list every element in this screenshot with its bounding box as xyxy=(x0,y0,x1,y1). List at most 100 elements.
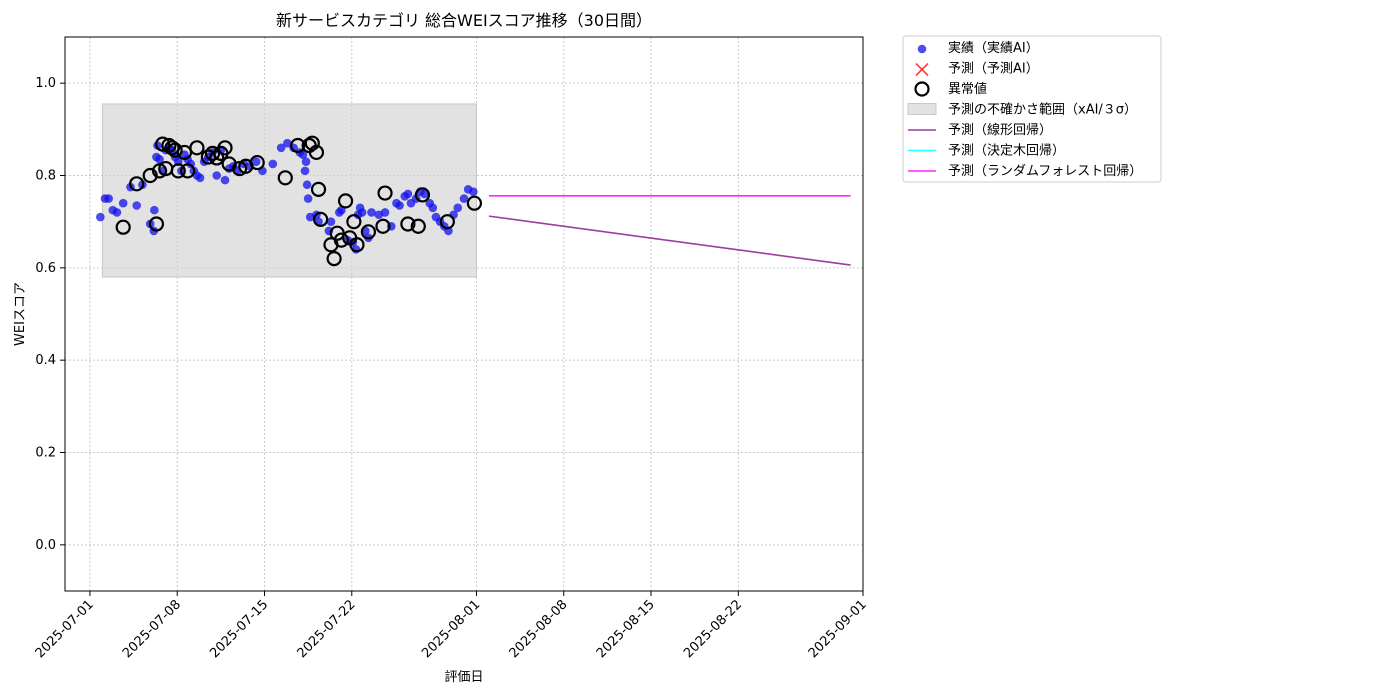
y-axis-ticks: 0.0 0.2 0.4 0.6 0.8 1.0 xyxy=(35,76,65,553)
anomaly-ring xyxy=(148,216,165,232)
actual-point xyxy=(251,157,261,166)
y-tick-label: 0.0 xyxy=(35,538,56,553)
legend-x-marker xyxy=(915,62,929,77)
actual-point xyxy=(155,155,164,164)
anomaly-ring xyxy=(209,150,225,166)
legend-label: 異常値 xyxy=(948,81,987,97)
legend-label: 予測の不確かさ範囲（xAI/３σ） xyxy=(948,102,1137,118)
x-tick-label: 2025-08-22 xyxy=(681,597,745,661)
y-tick-label: 0.6 xyxy=(35,261,56,276)
actual-point xyxy=(298,150,308,160)
x-tick-label: 2025-08-15 xyxy=(594,597,658,661)
legend-label: 予測（決定木回帰） xyxy=(948,143,1065,159)
actual-point xyxy=(301,157,311,166)
y-tick-label: 0.4 xyxy=(35,353,56,368)
anomaly-ring xyxy=(346,214,362,230)
x-tick-label: 2025-07-01 xyxy=(33,597,97,661)
actual-point xyxy=(283,138,292,148)
actual-point xyxy=(380,208,390,217)
anomaly-ring xyxy=(170,163,186,179)
anomaly-ring xyxy=(310,181,327,197)
chart-title: 新サービスカテゴリ 総合WEIスコア推移（30日間） xyxy=(276,11,652,30)
x-tick-label: 2025-07-22 xyxy=(295,597,359,661)
anomaly-ring xyxy=(360,224,377,240)
anomaly-ring xyxy=(217,140,233,156)
actual-point xyxy=(428,203,438,213)
data-layer xyxy=(96,135,851,267)
legend-band-marker xyxy=(907,103,937,115)
legend-frame xyxy=(902,35,1162,183)
anomaly-ring xyxy=(304,135,320,151)
anomaly-ring xyxy=(349,237,365,253)
actual-point xyxy=(469,187,478,196)
anomaly-ring xyxy=(204,145,221,161)
actual-point xyxy=(112,208,122,217)
y-axis-title: WEIスコア xyxy=(13,282,28,346)
x-tick-label: 2025-07-08 xyxy=(120,597,184,661)
actual-point xyxy=(326,217,336,226)
anomaly-ring xyxy=(333,232,349,248)
plot-frame xyxy=(64,36,864,592)
actual-point xyxy=(302,180,312,190)
anomaly-ring xyxy=(115,219,131,235)
anomaly-ring xyxy=(129,176,145,192)
actual-point xyxy=(118,198,128,208)
legend-dot-marker xyxy=(917,44,927,54)
anomaly-ring xyxy=(155,136,171,152)
legend-label: 予測（予測AI） xyxy=(948,62,1039,77)
actual-point xyxy=(150,205,159,215)
anomaly-ring xyxy=(375,218,391,234)
actual-point xyxy=(459,194,469,203)
actual-point xyxy=(367,208,376,217)
anomaly-ring xyxy=(410,218,426,234)
y-tick-label: 0.2 xyxy=(35,446,56,461)
actual-point xyxy=(195,173,205,183)
anomaly-ring xyxy=(439,214,455,230)
actual-point xyxy=(395,201,404,210)
x-tick-label: 2025-09-01 xyxy=(806,597,870,661)
actual-point xyxy=(300,166,310,176)
actual-point xyxy=(420,189,429,199)
actual-point xyxy=(268,159,278,169)
actual-point xyxy=(132,201,141,210)
anomaly-ring xyxy=(308,144,325,161)
actual-point xyxy=(104,194,113,203)
uncertainty-band xyxy=(101,103,477,278)
actual-point xyxy=(276,143,286,153)
anomaly-ring xyxy=(277,170,293,186)
anomaly-ring xyxy=(249,154,265,171)
legend-label: 予測（ランダムフォレスト回帰） xyxy=(948,163,1142,179)
anomaly-ring xyxy=(414,187,431,203)
legend-label: 実績（実績AI） xyxy=(948,40,1039,56)
actual-point xyxy=(212,171,222,180)
actual-point xyxy=(303,194,313,203)
anomaly-ring xyxy=(290,137,306,154)
anomaly-ring xyxy=(400,216,416,232)
anomaly-ring xyxy=(313,211,329,227)
linear-regression-line xyxy=(488,215,851,266)
x-tick-label: 2025-08-08 xyxy=(507,597,571,661)
y-tick-label: 1.0 xyxy=(35,76,56,91)
y-tick-label: 0.8 xyxy=(35,169,56,184)
anomaly-ring xyxy=(377,185,393,201)
anomaly-ring xyxy=(180,163,196,179)
legend-label: 予測（線形回帰） xyxy=(948,122,1052,138)
x-tick-label: 2025-08-01 xyxy=(419,597,483,661)
anomaly-ring xyxy=(326,251,342,267)
actual-point xyxy=(403,189,413,199)
anomaly-ring xyxy=(167,142,183,158)
x-tick-label: 2025-07-15 xyxy=(207,597,271,661)
actual-point xyxy=(220,175,230,185)
x-axis-ticks: 2025-07-01 2025-07-08 2025-07-15 2025-07-22… xyxy=(33,591,870,661)
actual-point xyxy=(453,203,463,213)
x-axis-title: 評価日 xyxy=(444,670,483,685)
uncertainty-band-layer xyxy=(101,103,477,278)
actual-point xyxy=(96,212,105,222)
anomaly-ring xyxy=(189,140,205,156)
legend-ring-marker xyxy=(914,81,930,97)
anomaly-ring xyxy=(337,193,354,209)
anomaly-ring xyxy=(466,195,482,211)
actual-point xyxy=(357,208,367,217)
